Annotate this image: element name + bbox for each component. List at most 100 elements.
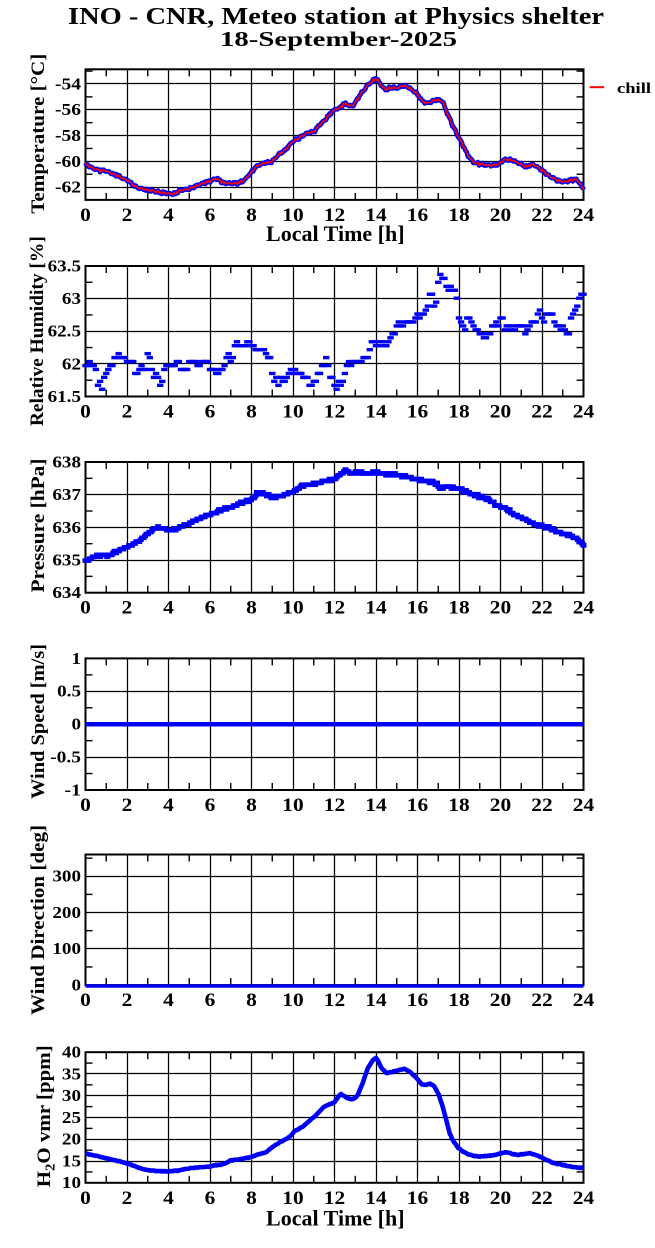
svg-text:1: 1 <box>71 649 81 668</box>
svg-text:4: 4 <box>163 1189 174 1209</box>
svg-text:638: 638 <box>52 452 81 471</box>
svg-text:2: 2 <box>122 991 133 1011</box>
svg-text:22: 22 <box>531 403 552 423</box>
svg-text:4: 4 <box>163 991 174 1011</box>
svg-text:-58: -58 <box>55 126 81 145</box>
svg-text:12: 12 <box>324 796 345 816</box>
svg-text:63.5: 63.5 <box>48 256 81 275</box>
svg-text:8: 8 <box>246 599 257 619</box>
svg-text:14: 14 <box>365 796 386 816</box>
svg-text:24: 24 <box>573 206 594 226</box>
svg-text:35: 35 <box>62 1064 81 1083</box>
svg-text:4: 4 <box>163 403 174 423</box>
svg-text:0: 0 <box>80 599 91 619</box>
svg-text:2: 2 <box>122 403 133 423</box>
svg-text:6: 6 <box>205 403 216 423</box>
svg-text:24: 24 <box>573 796 594 816</box>
svg-text:200: 200 <box>52 903 81 922</box>
svg-text:0: 0 <box>80 206 91 226</box>
svg-text:14: 14 <box>365 599 386 619</box>
svg-text:18: 18 <box>448 403 469 423</box>
svg-text:12: 12 <box>324 599 345 619</box>
svg-text:10: 10 <box>282 796 303 816</box>
svg-text:16: 16 <box>407 1189 428 1209</box>
svg-text:H2O vmr [ppm]: H2O vmr [ppm] <box>34 1045 58 1187</box>
svg-text:8: 8 <box>246 1189 257 1209</box>
svg-text:-0.5: -0.5 <box>50 748 81 767</box>
svg-text:14: 14 <box>365 991 386 1011</box>
svg-text:62: 62 <box>62 354 81 373</box>
svg-text:0: 0 <box>71 715 81 734</box>
svg-text:10: 10 <box>282 206 303 226</box>
svg-text:-60: -60 <box>55 152 81 171</box>
svg-text:22: 22 <box>531 206 552 226</box>
svg-text:16: 16 <box>407 206 428 226</box>
svg-text:Temperature [°C]: Temperature [°C] <box>28 54 49 214</box>
svg-text:18: 18 <box>448 206 469 226</box>
svg-text:12: 12 <box>324 206 345 226</box>
svg-text:18: 18 <box>448 599 469 619</box>
svg-text:15: 15 <box>62 1151 81 1170</box>
svg-text:6: 6 <box>205 796 216 816</box>
svg-text:18: 18 <box>448 1189 469 1209</box>
svg-text:16: 16 <box>407 991 428 1011</box>
svg-text:8: 8 <box>246 991 257 1011</box>
svg-text:2: 2 <box>122 599 133 619</box>
svg-text:22: 22 <box>531 1189 552 1209</box>
svg-text:2: 2 <box>122 796 133 816</box>
svg-text:Local Time [h]: Local Time [h] <box>266 221 405 246</box>
svg-text:Wind Speed [m/s]: Wind Speed [m/s] <box>28 644 49 799</box>
svg-text:18: 18 <box>448 796 469 816</box>
svg-text:22: 22 <box>531 991 552 1011</box>
svg-text:chill: chill <box>617 81 651 97</box>
svg-text:20: 20 <box>490 403 511 423</box>
svg-text:18: 18 <box>448 991 469 1011</box>
svg-text:12: 12 <box>324 991 345 1011</box>
svg-text:635: 635 <box>52 550 81 569</box>
svg-text:8: 8 <box>246 796 257 816</box>
svg-text:Pressure [hPa]: Pressure [hPa] <box>28 459 49 593</box>
svg-text:14: 14 <box>365 1189 386 1209</box>
svg-text:6: 6 <box>205 599 216 619</box>
svg-text:24: 24 <box>573 1189 594 1209</box>
svg-text:10: 10 <box>282 991 303 1011</box>
svg-text:20: 20 <box>490 599 511 619</box>
svg-text:-62: -62 <box>55 178 81 197</box>
svg-text:300: 300 <box>52 867 81 886</box>
svg-text:Relative Humidity [%]: Relative Humidity [%] <box>27 236 48 426</box>
svg-text:14: 14 <box>365 403 386 423</box>
svg-text:6: 6 <box>205 991 216 1011</box>
svg-text:637: 637 <box>52 485 81 504</box>
svg-text:8: 8 <box>246 403 257 423</box>
svg-text:24: 24 <box>573 991 594 1011</box>
svg-text:12: 12 <box>324 1189 345 1209</box>
svg-text:8: 8 <box>246 206 257 226</box>
svg-text:-56: -56 <box>55 100 81 119</box>
svg-text:20: 20 <box>490 796 511 816</box>
svg-text:0: 0 <box>80 991 91 1011</box>
svg-text:22: 22 <box>531 796 552 816</box>
svg-text:Wind Direction [deg]: Wind Direction [deg] <box>28 825 49 1015</box>
svg-text:12: 12 <box>324 403 345 423</box>
svg-text:0: 0 <box>80 796 91 816</box>
svg-text:6: 6 <box>205 1189 216 1209</box>
svg-text:25: 25 <box>62 1108 81 1127</box>
svg-text:2: 2 <box>122 1189 133 1209</box>
svg-text:14: 14 <box>365 206 386 226</box>
svg-text:4: 4 <box>163 796 174 816</box>
svg-text:-1: -1 <box>65 780 81 799</box>
svg-text:INO - CNR, Meteo station at Ph: INO - CNR, Meteo station at Physics shel… <box>68 4 604 30</box>
svg-text:20: 20 <box>490 206 511 226</box>
svg-text:0: 0 <box>80 403 91 423</box>
svg-text:24: 24 <box>573 599 594 619</box>
svg-text:16: 16 <box>407 599 428 619</box>
svg-text:-54: -54 <box>55 74 81 93</box>
svg-text:Local Time [h]: Local Time [h] <box>266 1206 405 1231</box>
svg-text:10: 10 <box>282 599 303 619</box>
svg-text:18-September-2025: 18-September-2025 <box>220 27 457 51</box>
svg-text:62.5: 62.5 <box>48 322 81 341</box>
svg-text:2: 2 <box>122 206 133 226</box>
svg-text:30: 30 <box>62 1086 81 1105</box>
svg-text:20: 20 <box>62 1130 81 1149</box>
svg-text:63: 63 <box>62 289 81 308</box>
